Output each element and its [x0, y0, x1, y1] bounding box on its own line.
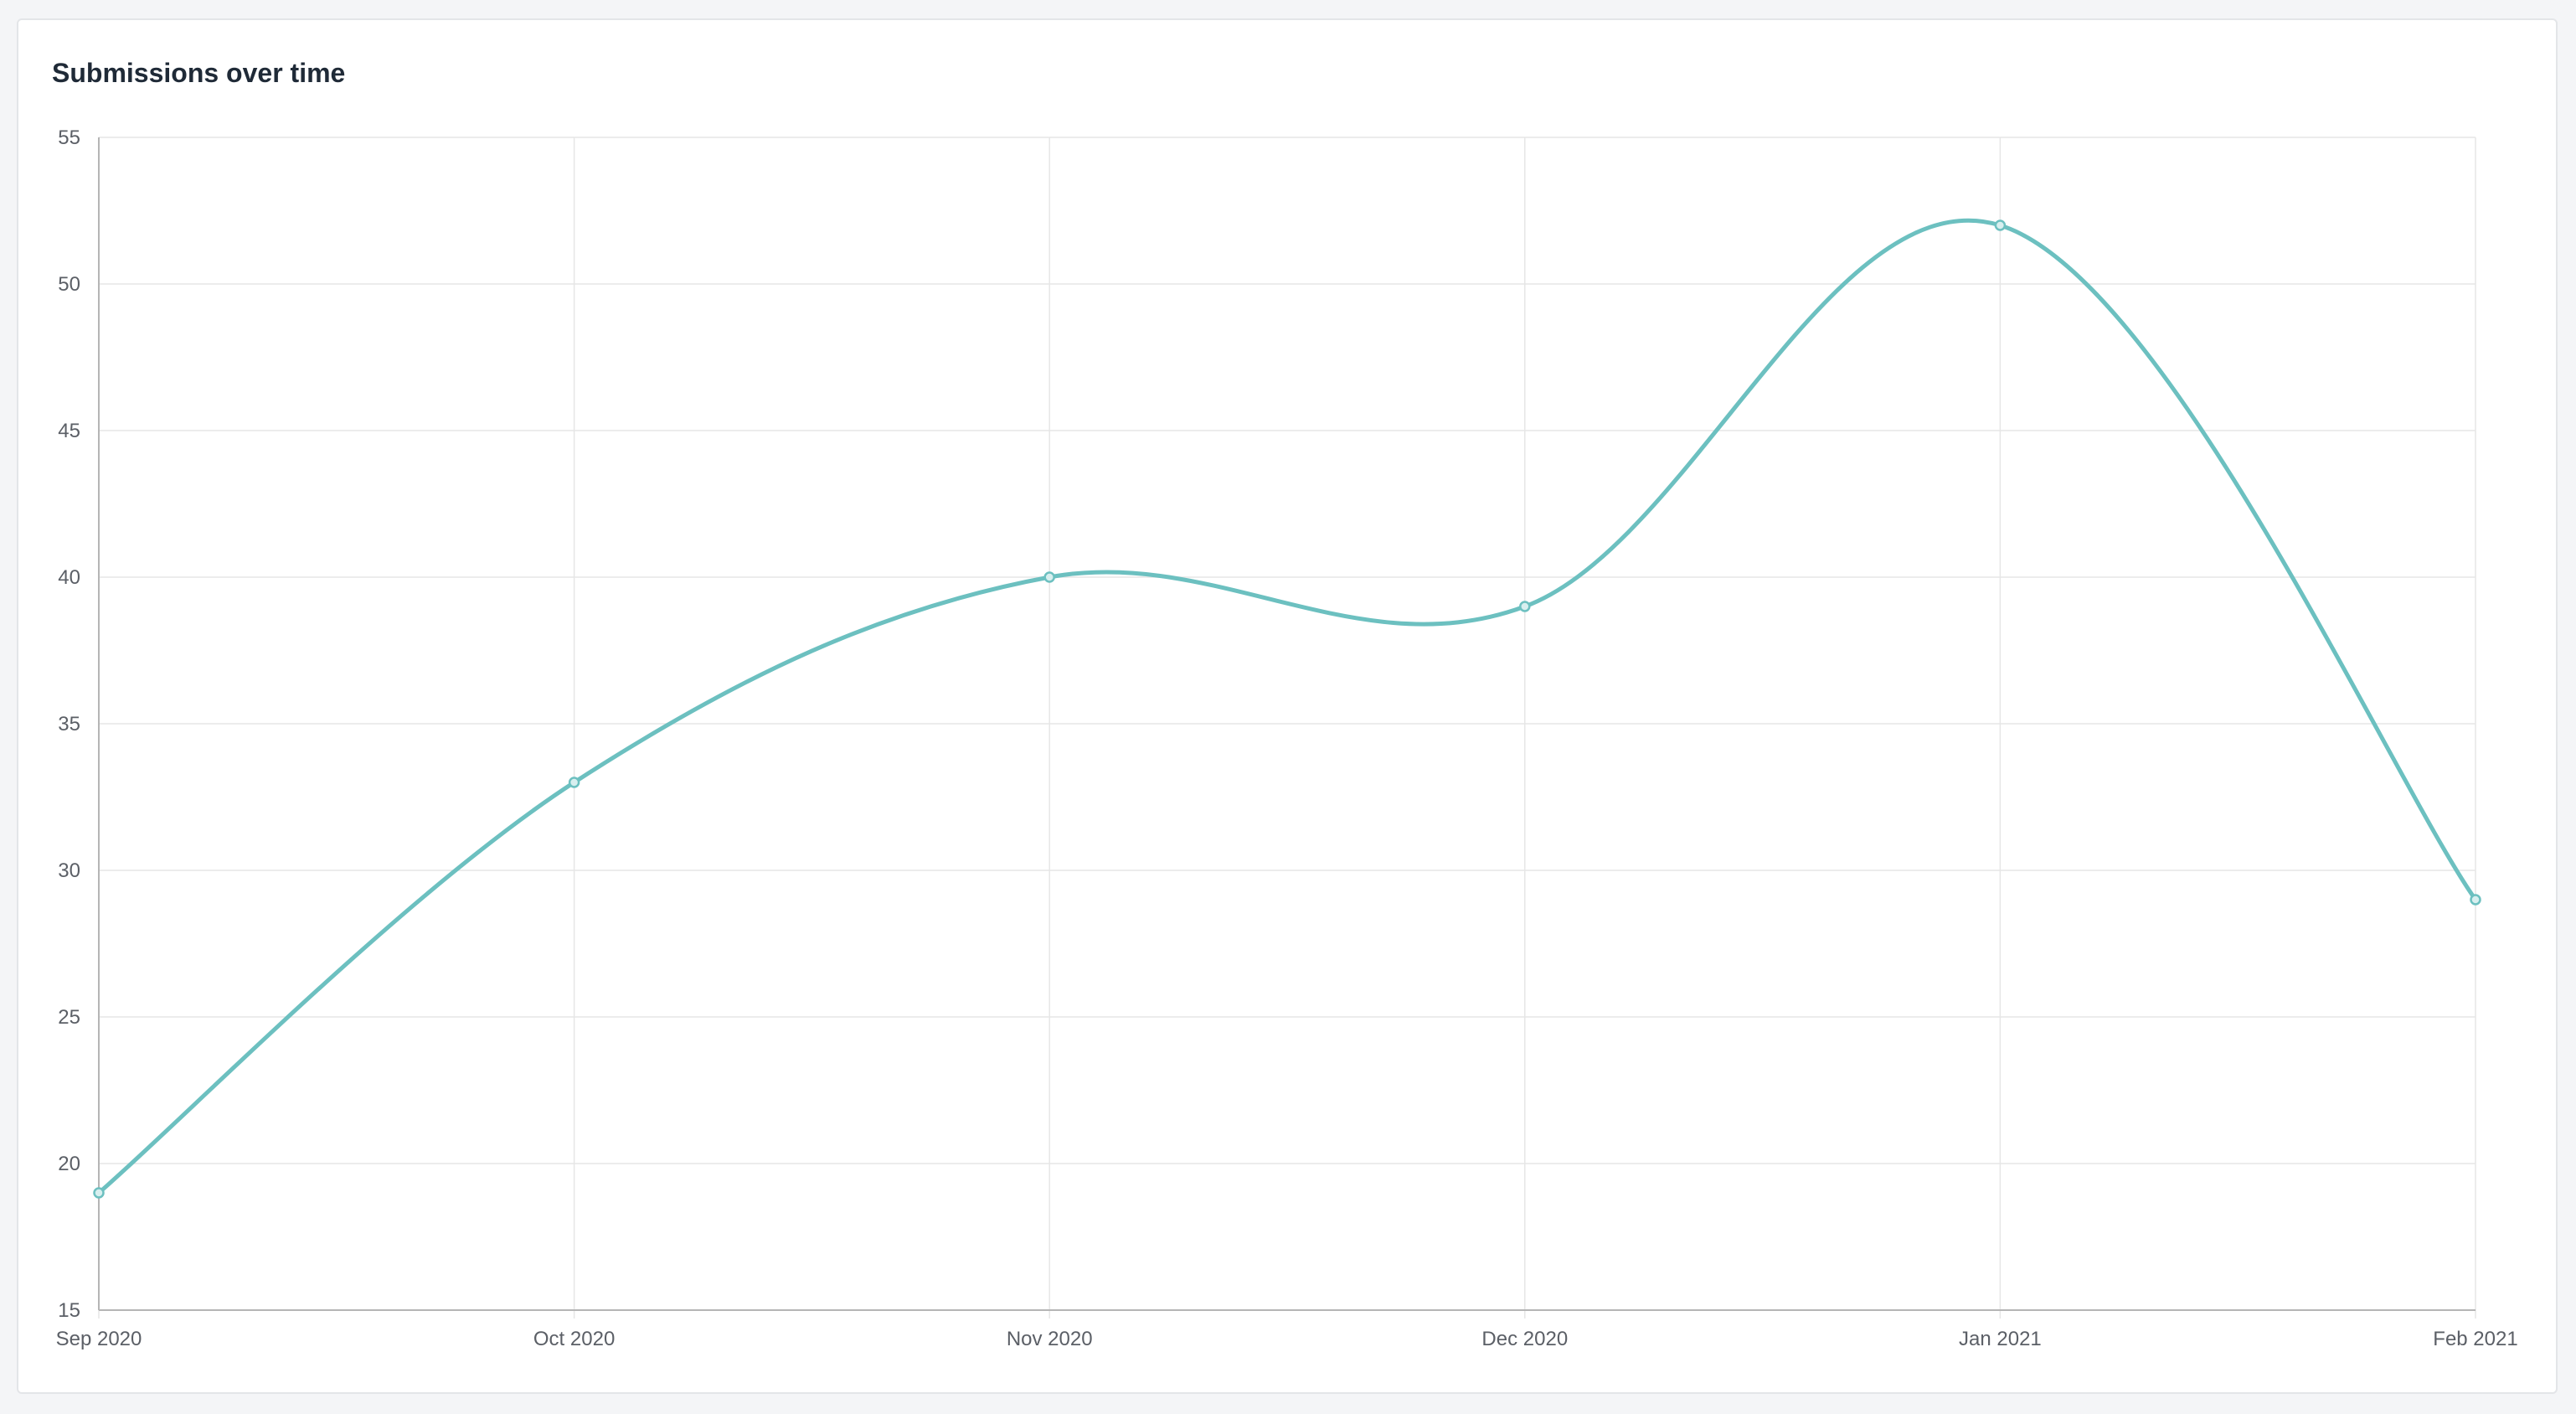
y-tick-label: 20 — [58, 1153, 80, 1175]
x-tick-label: Feb 2021 — [2433, 1328, 2517, 1350]
data-point — [1519, 601, 1531, 612]
y-tick-label: 50 — [58, 273, 80, 296]
chart-card: Submissions over time — [17, 18, 2558, 1394]
y-tick-label: 15 — [58, 1299, 80, 1322]
series-line — [96, 218, 2478, 1195]
x-tick-label: Oct 2020 — [533, 1328, 615, 1350]
data-point — [93, 1187, 105, 1199]
y-tick-label: 55 — [58, 126, 80, 149]
y-tick-label: 45 — [58, 420, 80, 442]
y-tick-label: 30 — [58, 859, 80, 882]
data-point — [2470, 894, 2481, 906]
y-tick-label: 35 — [58, 713, 80, 735]
x-tick-label: Sep 2020 — [56, 1328, 142, 1350]
x-tick-label: Nov 2020 — [1007, 1328, 1093, 1350]
y-tick-label: 25 — [58, 1006, 80, 1029]
data-point — [1994, 219, 2007, 231]
y-tick-label: 40 — [58, 566, 80, 589]
x-tick-label: Jan 2021 — [1959, 1328, 2042, 1350]
chart-title: Submissions over time — [52, 58, 346, 88]
x-tick-label: Dec 2020 — [1481, 1328, 1568, 1350]
data-point — [1043, 571, 1055, 583]
data-point — [568, 777, 580, 788]
